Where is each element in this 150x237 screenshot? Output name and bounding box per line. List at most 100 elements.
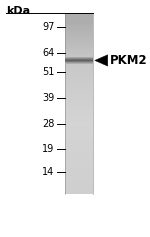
Bar bbox=[65, 178, 93, 179]
Bar bbox=[65, 26, 93, 28]
Bar bbox=[65, 79, 93, 81]
Text: kDa: kDa bbox=[6, 6, 31, 16]
Bar bbox=[65, 13, 93, 14]
Bar bbox=[65, 147, 93, 149]
Bar bbox=[65, 69, 93, 70]
Bar bbox=[65, 115, 93, 117]
Bar bbox=[65, 181, 93, 182]
Bar bbox=[65, 137, 93, 138]
Bar bbox=[65, 155, 93, 157]
Bar bbox=[65, 193, 93, 194]
Bar bbox=[65, 37, 93, 39]
Bar bbox=[65, 167, 93, 169]
Bar bbox=[65, 75, 93, 77]
Polygon shape bbox=[95, 55, 108, 66]
Text: 51: 51 bbox=[42, 67, 54, 77]
Bar bbox=[65, 31, 93, 33]
Bar bbox=[65, 191, 93, 193]
Bar bbox=[65, 118, 93, 120]
Bar bbox=[65, 41, 93, 43]
Bar bbox=[65, 84, 93, 86]
Bar bbox=[65, 76, 93, 78]
Bar bbox=[65, 135, 93, 137]
Bar bbox=[65, 128, 93, 129]
Bar bbox=[65, 78, 93, 80]
Bar bbox=[65, 117, 93, 119]
Bar bbox=[65, 111, 93, 113]
Bar bbox=[65, 146, 93, 147]
Bar bbox=[65, 96, 93, 98]
Bar bbox=[65, 174, 93, 176]
Bar bbox=[65, 29, 93, 31]
Bar bbox=[65, 140, 93, 141]
Bar bbox=[65, 150, 93, 152]
Bar bbox=[65, 88, 93, 90]
Bar bbox=[65, 62, 93, 63]
Bar bbox=[65, 55, 93, 57]
Bar bbox=[65, 176, 93, 178]
Bar bbox=[65, 156, 93, 158]
Bar bbox=[65, 108, 93, 110]
Bar bbox=[65, 129, 93, 131]
Bar bbox=[65, 159, 93, 161]
Bar bbox=[65, 32, 93, 34]
Bar bbox=[65, 183, 93, 185]
Bar bbox=[65, 73, 93, 75]
Bar bbox=[65, 19, 93, 21]
Bar bbox=[65, 58, 93, 59]
Bar bbox=[65, 62, 93, 63]
Bar bbox=[65, 61, 93, 62]
Bar bbox=[65, 25, 93, 27]
Bar bbox=[65, 100, 93, 102]
Bar bbox=[65, 162, 93, 164]
Bar bbox=[65, 165, 93, 167]
Bar bbox=[65, 109, 93, 111]
Bar bbox=[65, 126, 93, 128]
Bar bbox=[65, 66, 93, 68]
Bar bbox=[65, 63, 93, 64]
Bar bbox=[65, 97, 93, 99]
Text: 64: 64 bbox=[42, 48, 54, 58]
Bar bbox=[65, 87, 93, 89]
Bar bbox=[65, 141, 93, 143]
Bar bbox=[65, 99, 93, 101]
Bar bbox=[65, 190, 93, 191]
Bar bbox=[65, 36, 93, 37]
Bar bbox=[65, 149, 93, 150]
Text: 14: 14 bbox=[42, 167, 54, 177]
Bar bbox=[65, 90, 93, 92]
Bar bbox=[65, 57, 93, 58]
Bar bbox=[65, 61, 93, 63]
Bar bbox=[65, 188, 93, 190]
Bar bbox=[65, 173, 93, 175]
Bar bbox=[65, 132, 93, 134]
Bar bbox=[65, 40, 93, 42]
Bar bbox=[65, 16, 93, 18]
Bar bbox=[65, 144, 93, 146]
Bar bbox=[65, 143, 93, 145]
Bar bbox=[65, 113, 93, 114]
Bar bbox=[65, 94, 93, 96]
Bar bbox=[65, 48, 93, 49]
Bar bbox=[65, 60, 93, 61]
Bar bbox=[65, 120, 93, 122]
Bar bbox=[65, 106, 93, 108]
Text: 39: 39 bbox=[42, 93, 54, 103]
Bar bbox=[65, 60, 93, 61]
Bar bbox=[65, 138, 93, 140]
Bar bbox=[65, 61, 93, 62]
Bar bbox=[65, 105, 93, 107]
Bar bbox=[65, 46, 93, 48]
Bar bbox=[65, 28, 93, 30]
Bar bbox=[65, 170, 93, 172]
Bar bbox=[65, 17, 93, 19]
Bar bbox=[65, 114, 93, 116]
Bar bbox=[65, 57, 93, 58]
Bar bbox=[65, 153, 93, 155]
Bar bbox=[65, 49, 93, 51]
Bar bbox=[65, 23, 93, 25]
Bar bbox=[65, 60, 93, 61]
Bar bbox=[65, 122, 93, 123]
Bar bbox=[65, 38, 93, 40]
Bar bbox=[65, 20, 93, 22]
